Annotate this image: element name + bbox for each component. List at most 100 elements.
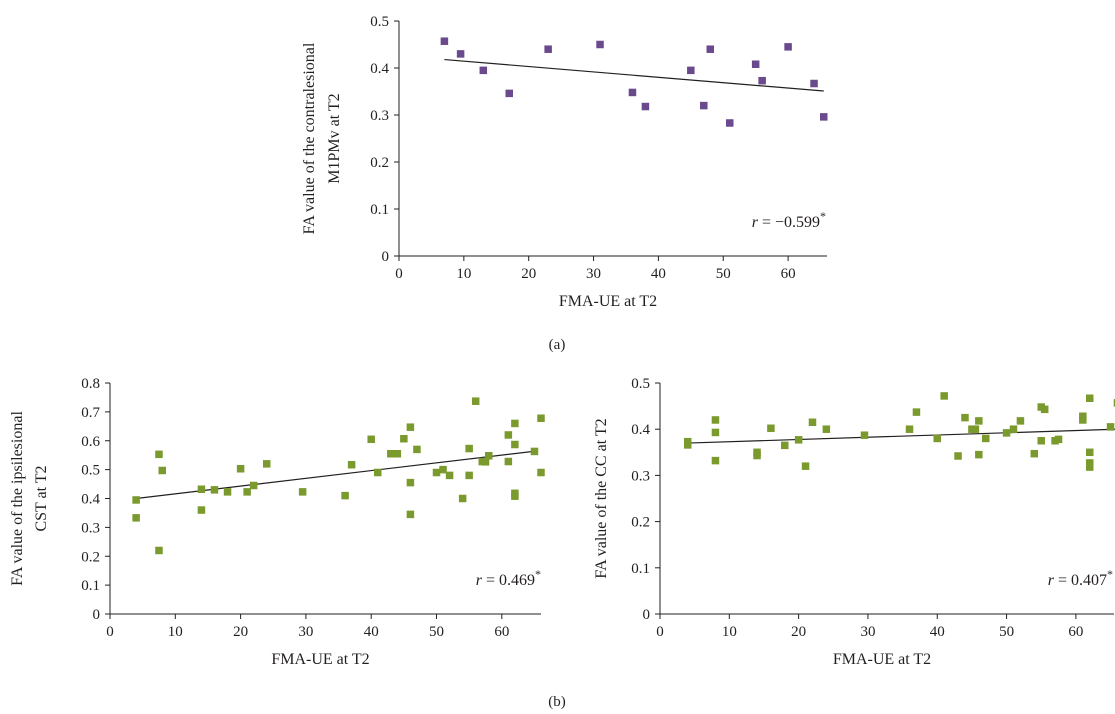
x-tick-label: 20 — [233, 624, 248, 640]
y-axis-title: FA value of the contralesional — [301, 42, 318, 234]
y-tick-label: 0.2 — [370, 155, 389, 171]
data-point — [975, 417, 983, 425]
data-point — [700, 101, 708, 110]
data-point — [794, 436, 803, 444]
data-point — [511, 440, 519, 449]
data-point — [479, 66, 488, 75]
y-tick-label: 0.7 — [81, 405, 100, 421]
data-point — [1079, 416, 1087, 424]
trend-line — [687, 428, 1115, 444]
x-tick-label: 40 — [364, 624, 379, 640]
x-axis-title: FMA-UE at T2 — [559, 293, 657, 310]
y-axis-title: M1PMv at T2 — [326, 93, 343, 183]
data-point — [347, 460, 356, 469]
x-tick-label: 50 — [999, 624, 1014, 640]
data-point — [596, 40, 604, 49]
data-point — [485, 452, 493, 460]
y-tick-label: 0.5 — [631, 376, 650, 392]
correlation-label: r = 0.407* — [1048, 567, 1113, 589]
data-point — [158, 466, 166, 475]
data-point — [471, 397, 480, 405]
data-point — [1040, 405, 1049, 414]
x-tick-label: 60 — [494, 624, 509, 640]
x-tick-label: 0 — [656, 624, 664, 640]
data-point — [628, 88, 637, 97]
data-point — [537, 468, 545, 477]
data-point — [439, 465, 447, 474]
data-point — [1054, 435, 1063, 444]
x-tick-label: 30 — [586, 266, 601, 282]
x-tick-label: 20 — [791, 624, 806, 640]
data-point — [458, 494, 467, 503]
data-point — [1106, 423, 1115, 431]
x-axis-title: FMA-UE at T2 — [833, 651, 931, 668]
data-point — [822, 425, 831, 433]
data-point — [197, 506, 206, 514]
x-tick-label: 40 — [930, 624, 945, 640]
data-point — [1009, 425, 1018, 433]
data-point — [1085, 463, 1094, 471]
y-tick-label: 0.2 — [631, 515, 650, 531]
y-tick-label: 0 — [643, 607, 651, 623]
data-point — [810, 79, 818, 88]
x-tick-label: 10 — [168, 624, 183, 640]
y-tick-label: 0.6 — [81, 434, 100, 450]
data-point — [465, 471, 473, 480]
data-point — [400, 434, 408, 443]
data-point — [367, 435, 375, 444]
y-axis-title: CST at T2 — [33, 465, 50, 531]
data-point — [940, 392, 948, 400]
panel-label-a: (a) — [549, 337, 566, 353]
y-tick-label: 0.4 — [631, 422, 650, 438]
data-point — [504, 431, 513, 439]
data-point — [905, 425, 914, 433]
data-point — [975, 450, 983, 459]
data-point — [801, 462, 810, 470]
data-point — [249, 481, 258, 490]
data-point — [197, 485, 206, 494]
y-tick-label: 0.4 — [81, 492, 100, 508]
data-point — [767, 424, 775, 433]
data-point — [784, 43, 792, 51]
data-point — [481, 458, 490, 466]
y-tick-label: 0.1 — [631, 561, 650, 577]
data-point — [1016, 417, 1025, 425]
y-tick-label: 0.1 — [81, 578, 100, 594]
data-point — [711, 428, 720, 437]
panel-label-b: (b) — [548, 694, 566, 710]
data-point — [1085, 448, 1094, 457]
data-point — [758, 76, 766, 85]
data-point — [298, 488, 307, 496]
y-tick-label: 0 — [382, 249, 390, 265]
data-point — [711, 456, 720, 465]
x-tick-label: 50 — [429, 624, 444, 640]
data-point — [132, 496, 140, 504]
chart-b-cc: 0 10 20 30 40 50 60 0 0.1 0.2 0.3 0.4 0.5 FMA-UE at T… — [593, 376, 1115, 668]
data-point — [537, 414, 545, 422]
data-point — [236, 465, 245, 473]
data-point — [860, 431, 869, 439]
data-point — [753, 451, 761, 460]
data-point — [155, 546, 163, 555]
data-point — [711, 416, 720, 424]
y-tick-label: 0.8 — [81, 376, 100, 392]
data-point — [262, 460, 271, 468]
data-point — [511, 419, 519, 428]
x-tick-label: 30 — [860, 624, 875, 640]
data-point — [440, 37, 449, 45]
correlation-label: r = −0.599* — [752, 209, 826, 231]
x-tick-label: 0 — [395, 266, 403, 282]
data-point — [465, 444, 473, 453]
x-tick-label: 60 — [1068, 624, 1083, 640]
data-point — [393, 449, 402, 458]
x-tick-label: 30 — [298, 624, 313, 640]
data-point — [406, 478, 415, 487]
x-tick-label: 10 — [722, 624, 737, 640]
data-point — [155, 450, 163, 459]
data-point — [1002, 429, 1011, 437]
y-tick-label: 0.4 — [370, 61, 389, 77]
data-point — [456, 50, 465, 58]
x-tick-label: 60 — [781, 266, 796, 282]
data-point — [387, 449, 395, 458]
data-point — [504, 457, 513, 466]
